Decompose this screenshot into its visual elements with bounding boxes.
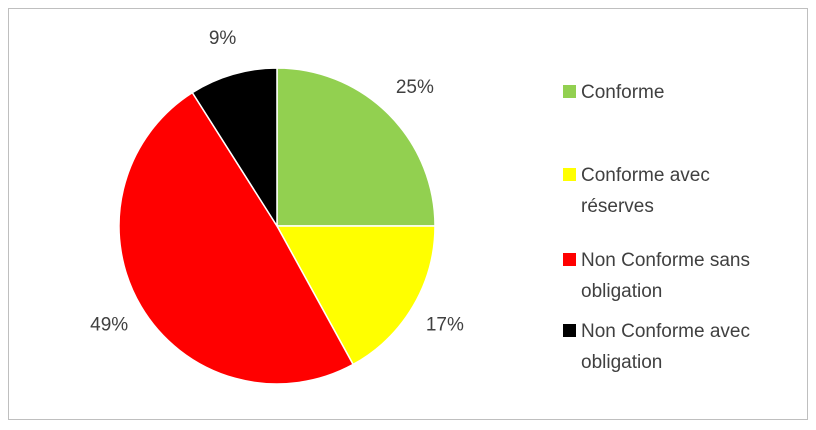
legend-label: Conforme bbox=[581, 82, 665, 103]
legend-label: Conforme avec réserves bbox=[581, 165, 710, 217]
data-label: 49% bbox=[90, 314, 128, 335]
pie-slice bbox=[275, 225, 436, 366]
legend-swatch bbox=[563, 168, 576, 181]
pie-slice bbox=[118, 91, 355, 385]
legend-swatch bbox=[563, 85, 576, 98]
legend-label: Non Conforme sans obligation bbox=[581, 250, 750, 302]
pie-slice bbox=[276, 67, 436, 227]
pie-slice bbox=[191, 67, 278, 229]
legend-label: Non Conforme avec obligation bbox=[581, 321, 750, 373]
data-label: 17% bbox=[426, 314, 464, 335]
legend-swatch bbox=[563, 253, 576, 266]
legend-swatch bbox=[563, 324, 576, 337]
data-label: 9% bbox=[209, 28, 237, 49]
data-label: 25% bbox=[396, 77, 434, 98]
